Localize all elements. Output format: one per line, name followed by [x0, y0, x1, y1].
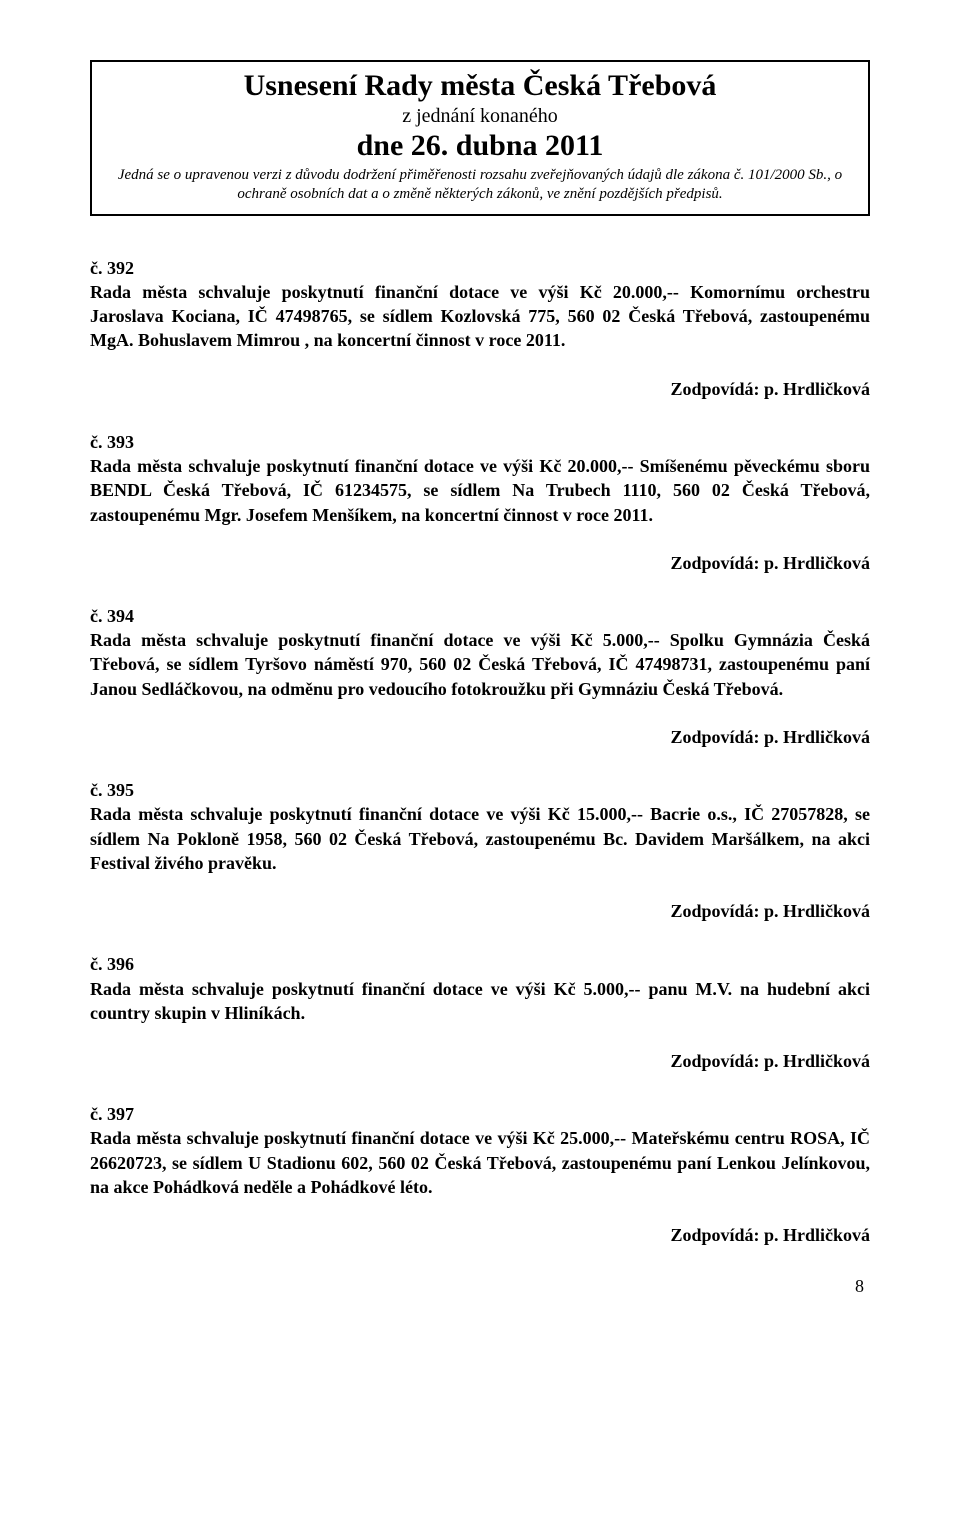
resolution-block: č. 397 Rada města schvaluje poskytnutí f…: [90, 1102, 870, 1246]
document-date: dne 26. dubna 2011: [106, 128, 854, 164]
resolution-block: č. 396 Rada města schvaluje poskytnutí f…: [90, 952, 870, 1072]
resolution-responsible: Zodpovídá: p. Hrdličková: [90, 379, 870, 400]
resolution-responsible: Zodpovídá: p. Hrdličková: [90, 1051, 870, 1072]
resolution-body: Rada města schvaluje poskytnutí finanční…: [90, 280, 870, 353]
resolution-responsible: Zodpovídá: p. Hrdličková: [90, 901, 870, 922]
document-subtitle: z jednání konaného: [106, 104, 854, 128]
resolution-number: č. 397: [90, 1102, 870, 1126]
resolution-responsible: Zodpovídá: p. Hrdličková: [90, 1225, 870, 1246]
document-title: Usnesení Rady města Česká Třebová: [106, 68, 854, 104]
resolution-number: č. 393: [90, 430, 870, 454]
resolution-number: č. 392: [90, 256, 870, 280]
resolution-body: Rada města schvaluje poskytnutí finanční…: [90, 454, 870, 527]
resolution-block: č. 392 Rada města schvaluje poskytnutí f…: [90, 256, 870, 400]
resolution-number: č. 394: [90, 604, 870, 628]
resolution-body: Rada města schvaluje poskytnutí finanční…: [90, 802, 870, 875]
resolution-responsible: Zodpovídá: p. Hrdličková: [90, 727, 870, 748]
resolution-block: č. 395 Rada města schvaluje poskytnutí f…: [90, 778, 870, 922]
page-number: 8: [90, 1276, 870, 1297]
resolution-body: Rada města schvaluje poskytnutí finanční…: [90, 628, 870, 701]
resolution-block: č. 394 Rada města schvaluje poskytnutí f…: [90, 604, 870, 748]
document-header-box: Usnesení Rady města Česká Třebová z jedn…: [90, 60, 870, 216]
page-container: Usnesení Rady města Česká Třebová z jedn…: [0, 0, 960, 1337]
resolution-body: Rada města schvaluje poskytnutí finanční…: [90, 977, 870, 1026]
resolution-number: č. 395: [90, 778, 870, 802]
resolution-number: č. 396: [90, 952, 870, 976]
resolution-responsible: Zodpovídá: p. Hrdličková: [90, 553, 870, 574]
resolution-block: č. 393 Rada města schvaluje poskytnutí f…: [90, 430, 870, 574]
document-note: Jedná se o upravenou verzi z důvodu dodr…: [106, 166, 854, 204]
resolution-body: Rada města schvaluje poskytnutí finanční…: [90, 1126, 870, 1199]
